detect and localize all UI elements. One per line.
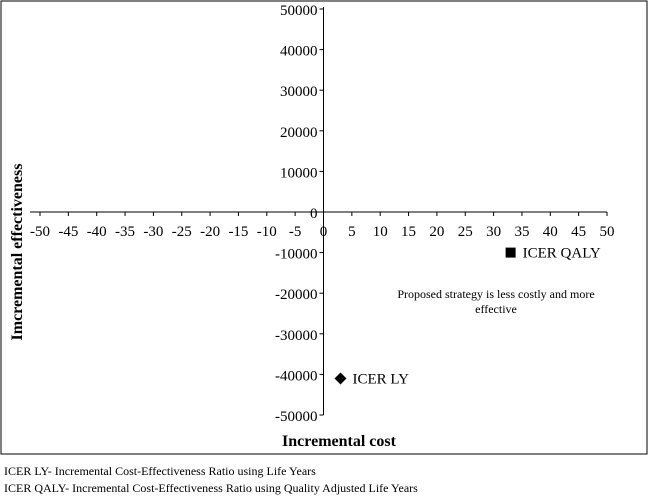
tick-labels: 50000400003000020000100000-10000-20000-3… (30, 3, 615, 425)
x-tick-label: -35 (115, 224, 135, 240)
x-tick-label: -10 (257, 224, 277, 240)
y-tick-label: -40000 (275, 368, 318, 384)
x-tick-label: -5 (289, 224, 302, 240)
x-tick-label: -45 (58, 224, 78, 240)
x-tick-label: 10 (373, 224, 388, 240)
marker-icer-qaly (505, 247, 516, 258)
y-tick-label: 20000 (280, 125, 318, 141)
x-tick-label: 35 (514, 224, 529, 240)
y-tick-label: -10000 (275, 247, 318, 263)
x-tick-label: -25 (172, 224, 192, 240)
y-tick-label: 0 (310, 206, 318, 222)
x-tick-label: 20 (429, 224, 444, 240)
x-tick-label: 45 (571, 224, 586, 240)
y-tick-label: -20000 (275, 287, 318, 303)
point-label: ICER QALY (523, 246, 601, 262)
y-tick-label: 30000 (280, 84, 318, 100)
chart-frame (0, 0, 648, 455)
footnote-icer-qaly: ICER QALY- Incremental Cost-Effectivenes… (4, 481, 418, 495)
y-axis-label: Imcremental effectiveness (9, 164, 26, 341)
marker-icer-ly (334, 372, 347, 385)
annotation-line-1: Proposed strategy is less costly and mor… (397, 287, 594, 301)
y-tick-label: 50000 (280, 3, 318, 19)
point-label: ICER LY (353, 371, 410, 387)
x-tick-label: 30 (486, 224, 501, 240)
axes (30, 7, 608, 416)
footnote-icer-ly: ICER LY- Incremental Cost-Effectiveness … (4, 464, 316, 478)
x-tick-label: -50 (30, 224, 50, 240)
x-tick-label: 40 (543, 224, 558, 240)
y-tick-label: -50000 (275, 409, 318, 425)
x-tick-label: -15 (228, 224, 248, 240)
y-tick-label: 40000 (280, 44, 318, 60)
annotation-line-2: effective (475, 302, 517, 316)
x-tick-label: -30 (143, 224, 163, 240)
x-tick-label: 15 (401, 224, 416, 240)
x-tick-label: 0 (320, 224, 328, 240)
x-axis-label: Incremental cost (282, 433, 397, 450)
x-tick-label: 25 (458, 224, 473, 240)
data-points: ICER QALY ICER LY (334, 246, 601, 387)
y-tick-label: 10000 (280, 165, 318, 181)
y-tick-label: -30000 (275, 328, 318, 344)
x-tick-label: -40 (87, 224, 107, 240)
x-tick-label: 50 (600, 224, 615, 240)
x-tick-label: -20 (200, 224, 220, 240)
x-tick-label: 5 (348, 224, 356, 240)
